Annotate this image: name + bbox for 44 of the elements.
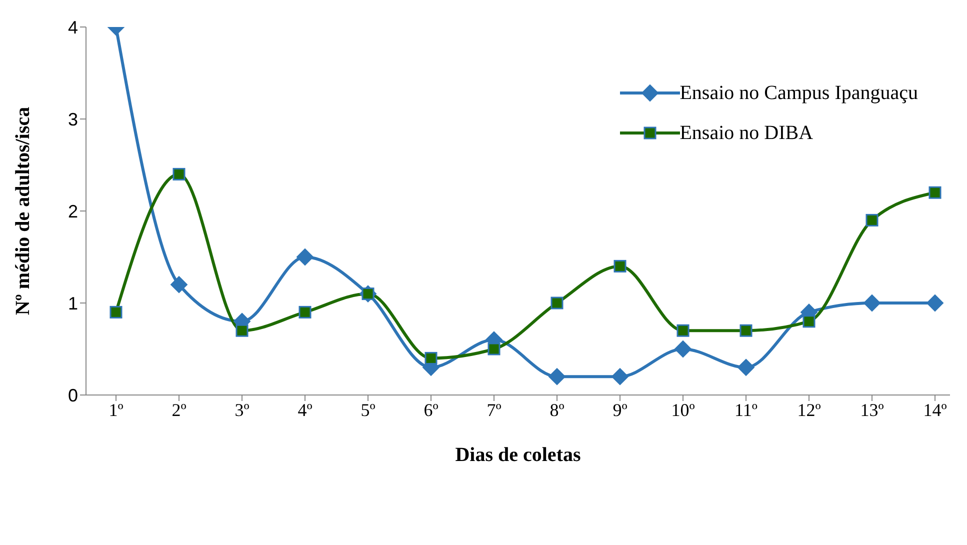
x-tick-label: 5º	[360, 400, 376, 420]
point	[550, 296, 564, 310]
point	[676, 324, 690, 337]
x-tick-label: 7º	[486, 400, 502, 420]
point	[548, 368, 566, 386]
point	[424, 352, 438, 364]
point	[488, 342, 500, 356]
point	[170, 276, 188, 294]
x-tick-label: 8º	[550, 400, 565, 420]
point	[110, 306, 122, 318]
x-axis-title: Dias de coletas	[455, 444, 581, 466]
x-tick-label: 11º	[734, 400, 758, 420]
point	[928, 186, 942, 199]
point	[740, 324, 752, 337]
y-tick-label: 0	[68, 385, 78, 406]
y-tick-label: 2	[68, 201, 78, 222]
x-tick-label: 10º	[671, 400, 696, 420]
point	[298, 306, 312, 318]
point	[296, 248, 314, 266]
point	[926, 294, 944, 312]
x-tick-label: 9º	[612, 400, 628, 420]
point	[614, 260, 626, 272]
point	[172, 168, 186, 180]
y-tick-label: 4	[68, 17, 78, 38]
point	[866, 214, 878, 226]
x-tick-label: 6º	[424, 400, 439, 420]
point	[738, 358, 754, 376]
point	[674, 340, 692, 358]
x-tick-label: 14º	[923, 400, 948, 420]
x-tick-label: 13º	[860, 400, 884, 420]
x-tick-label: 4º	[298, 400, 313, 420]
legend-label: Ensaio no Campus Ipanguaçu	[680, 82, 918, 104]
x-tick-label: 1º	[108, 400, 124, 420]
point	[802, 315, 816, 328]
x-tick-label: 2º	[172, 400, 187, 420]
point	[612, 368, 628, 386]
y-axis-title: Nº médio de adultos/isca	[12, 106, 34, 316]
x-tick-label: 3º	[234, 400, 250, 420]
legend-label: Ensaio no DIBA	[680, 122, 814, 144]
x-tick-label: 12º	[797, 400, 822, 420]
point	[864, 294, 880, 312]
point	[236, 324, 248, 337]
y-tick-label: 1	[68, 293, 78, 314]
y-tick-label: 3	[68, 109, 78, 130]
